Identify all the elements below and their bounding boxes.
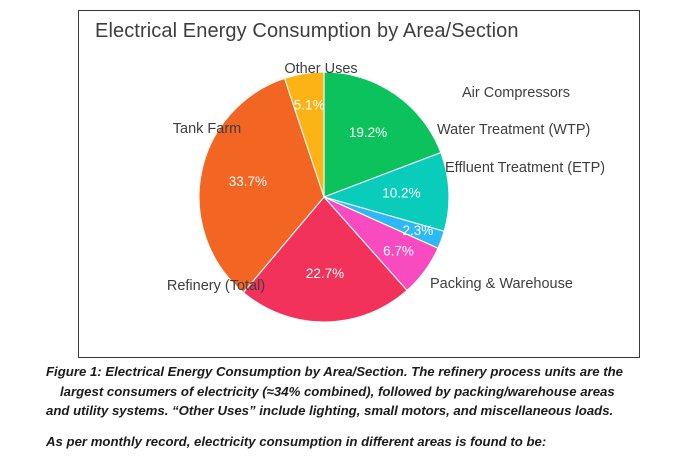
pie-slice-percentage: 6.7%	[383, 243, 414, 258]
pie-slice[interactable]	[323, 71, 442, 198]
pie-slice-percentage: 5.1%	[294, 97, 325, 112]
pie-slice-label: Air Compressors	[462, 85, 570, 101]
pie-slice-label: Effluent Treatment (ETP)	[445, 160, 605, 176]
pie-slice[interactable]	[322, 151, 450, 233]
pie-chart: 19.2% 10.2% 2.3% 6.7% 22.7% 33.7% 5.1% Other U…	[79, 11, 641, 359]
pie-slice-label: Other Uses	[284, 61, 357, 77]
pie-slice-label: Water Treatment (WTP)	[437, 122, 590, 138]
pie-slice-percentage: 19.2%	[349, 125, 387, 140]
caption-line-1: Figure 1: Electrical Energy Consumption …	[46, 364, 623, 379]
pie-slice-label: Tank Farm	[173, 121, 242, 137]
pie-slice-label: Packing & Warehouse	[430, 276, 573, 292]
pie-slice[interactable]	[283, 71, 325, 198]
pie-slice-percentage: 10.2%	[382, 185, 420, 200]
pie-slice-percentage: 22.7%	[306, 266, 344, 281]
pie-category-labels: Other Uses Air Compressors Water Treatment…	[167, 61, 605, 294]
chart-title: Electrical Energy Consumption by Area/Se…	[95, 20, 519, 42]
pie-slice[interactable]	[242, 196, 408, 323]
figure-frame: Electrical Energy Consumption by Area/Se…	[78, 10, 640, 358]
pie-slice-percentage: 2.3%	[403, 223, 434, 238]
pie-chart-svg: 19.2% 10.2% 2.3% 6.7% 22.7% 33.7% 5.1% Other U…	[167, 61, 605, 323]
caption-line-2: largest consumers of electricity (≈34% c…	[60, 383, 615, 399]
pie-slice[interactable]	[198, 77, 325, 294]
pie-percentage-labels: 19.2% 10.2% 2.3% 6.7% 22.7% 33.7% 5.1%	[229, 97, 434, 281]
figure-caption: Figure 1: Electrical Energy Consumption …	[46, 362, 666, 421]
body-paragraph: As per monthly record, electricity consu…	[46, 434, 547, 449]
pie-slice-percentage: 33.7%	[229, 174, 267, 189]
pie-slices	[198, 71, 450, 323]
pie-slice-label: Refinery (Total)	[167, 278, 265, 294]
caption-line-3: and utility systems. “Other Uses” includ…	[46, 403, 614, 419]
